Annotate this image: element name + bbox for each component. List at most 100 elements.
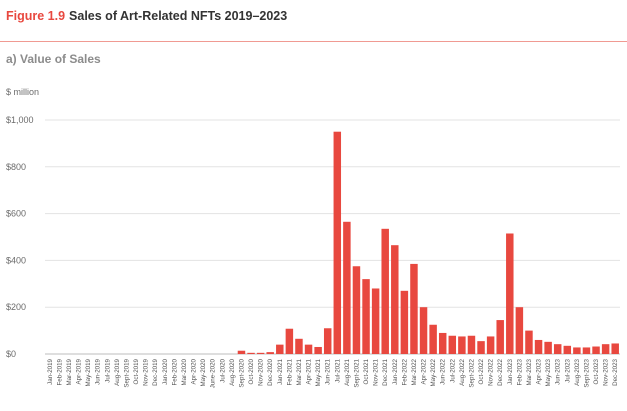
- y-tick-label: $800: [6, 162, 26, 172]
- bar: [534, 339, 543, 354]
- x-tick-label: Jan-2019: [47, 358, 54, 384]
- bar: [506, 233, 514, 354]
- bar: [391, 245, 399, 354]
- x-tick-label: Dec-2023: [612, 358, 619, 385]
- x-tick-label: Nov-2020: [258, 358, 265, 385]
- x-tick-label: Nov-2019: [143, 358, 150, 385]
- x-tick-label: Jun-2019: [95, 358, 102, 384]
- figure-title: Sales of Art-Related NFTs 2019–2023: [69, 9, 288, 23]
- x-tick-label: Mar-2020: [181, 358, 188, 385]
- x-tick-label: Jul-2020: [219, 358, 226, 382]
- x-tick-label: Feb-2021: [286, 358, 293, 385]
- bar: [352, 266, 361, 354]
- bar: [582, 347, 591, 354]
- x-tick-label: Feb-2022: [401, 358, 408, 385]
- x-tick-label: Aug-2019: [114, 358, 121, 385]
- y-tick-label: $0: [6, 349, 16, 359]
- x-tick-label: Jul-2021: [334, 358, 341, 382]
- y-axis-unit-label: $ million: [6, 87, 40, 97]
- bar: [371, 288, 380, 354]
- x-tick-label: May-2022: [430, 358, 437, 386]
- x-tick-label: Feb-2020: [171, 358, 178, 385]
- bar: [592, 346, 600, 354]
- bar: [381, 228, 389, 354]
- bar: [323, 328, 332, 354]
- x-tick-label: Sept-2022: [468, 358, 475, 387]
- x-tick-label: Apr-2019: [76, 358, 83, 384]
- bar: [515, 307, 524, 354]
- x-tick-label: Sept-2021: [353, 358, 360, 387]
- x-tick-label: Apr-2021: [306, 358, 313, 384]
- x-tick-label: Jan-2021: [277, 358, 284, 384]
- bar: [467, 335, 476, 354]
- bar: [544, 341, 552, 354]
- x-tick-label: Dec-2019: [152, 358, 159, 385]
- x-tick-label: June-2020: [210, 358, 217, 388]
- x-tick-label: Mar-2022: [411, 358, 418, 385]
- x-tick-label: Oct-2020: [248, 358, 255, 384]
- y-tick-label: $1,000: [6, 115, 34, 125]
- bar: [266, 352, 274, 354]
- x-tick-label: Jan-2020: [162, 358, 169, 384]
- x-tick-label: Jun-2021: [325, 358, 332, 384]
- bar: [486, 336, 495, 354]
- x-tick-label: May-2023: [545, 358, 552, 386]
- x-tick-label: Nov-2022: [488, 358, 495, 385]
- bar: [553, 344, 562, 354]
- bar: [477, 341, 485, 354]
- bar: [563, 345, 572, 354]
- x-tick-label: Mar-2023: [526, 358, 533, 385]
- x-tick-label: Sept-2023: [583, 358, 590, 387]
- bar: [410, 263, 418, 354]
- bar: [285, 328, 294, 354]
- bar: [448, 335, 457, 354]
- bar: [295, 338, 303, 354]
- x-tick-label: Oct-2023: [593, 358, 600, 384]
- x-tick-label: Mar-2021: [296, 358, 303, 385]
- x-tick-label: Nov-2021: [373, 358, 380, 385]
- x-tick-label: Jan-2023: [507, 358, 514, 384]
- y-tick-label: $600: [6, 209, 26, 219]
- x-tick-label: Jun-2022: [440, 358, 447, 384]
- bar: [237, 350, 246, 354]
- bar: [304, 344, 313, 354]
- y-tick-label: $400: [6, 255, 26, 265]
- bar: [438, 332, 447, 354]
- bar: [601, 344, 610, 354]
- x-tick-label: May-2021: [315, 358, 322, 386]
- x-tick-label: Sept-2020: [238, 358, 245, 387]
- bar: [496, 320, 504, 354]
- bar: [525, 330, 533, 354]
- x-tick-label: Oct-2022: [478, 358, 485, 384]
- x-tick-label: Dec-2022: [497, 358, 504, 385]
- bar: [247, 352, 255, 354]
- x-tick-label: Jan-2022: [392, 358, 399, 384]
- bar: [419, 307, 428, 354]
- x-tick-label: Aug-2020: [229, 358, 236, 385]
- x-tick-label: Oct-2021: [363, 358, 370, 384]
- y-tick-label: $200: [6, 302, 26, 312]
- bar: [400, 290, 409, 354]
- x-tick-label: Aug-2022: [459, 358, 466, 385]
- x-tick-label: Jul-2019: [104, 358, 111, 382]
- x-tick-label: Jul-2022: [449, 358, 456, 382]
- x-tick-label: Mar-2019: [66, 358, 73, 385]
- header-divider: [0, 41, 627, 42]
- x-tick-label: Feb-2019: [56, 358, 63, 385]
- bar: [276, 344, 284, 354]
- x-tick-label: Nov-2023: [603, 358, 610, 385]
- bar: [573, 347, 581, 354]
- x-tick-label: Aug-2023: [574, 358, 581, 385]
- chart-subtitle: a) Value of Sales: [6, 52, 101, 66]
- x-tick-label: Apr-2022: [421, 358, 428, 384]
- x-tick-label: Sept-2019: [123, 358, 130, 387]
- x-tick-label: Apr-2020: [191, 358, 198, 384]
- bar: [429, 324, 437, 354]
- x-tick-label: Jul-2023: [564, 358, 571, 382]
- x-tick-label: Jun-2023: [555, 358, 562, 384]
- figure-label: Figure 1.9: [6, 9, 66, 23]
- bar: [362, 279, 370, 354]
- x-tick-label: May-2019: [85, 358, 92, 386]
- x-tick-label: Feb-2023: [516, 358, 523, 385]
